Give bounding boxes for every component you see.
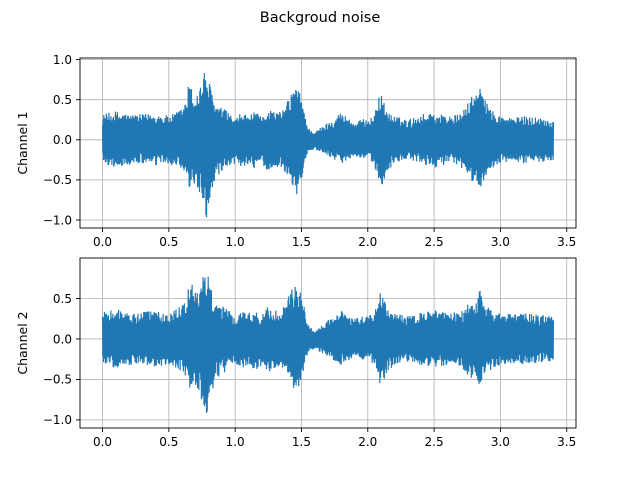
channel-2-waveform [101,276,555,413]
channel-2-xtick-label: 0.0 [93,435,112,449]
channel-1-ytick-label: 0.5 [53,93,72,107]
channel-2-axes-frame [79,257,577,429]
channel-1-xtick-label: 2.5 [425,235,444,249]
channel-2-xtick-label: 3.0 [491,435,510,449]
channel-2-ytick-label: −0.5 [43,373,72,387]
channel-1-xtick-label: 0.0 [93,235,112,249]
channel-2-ytick-label: 0.5 [53,292,72,306]
channel-2-ytick-label: −1.0 [43,413,72,427]
channel-1-xtick-label: 3.0 [491,235,510,249]
channel-1-ytick-label: −1.0 [43,213,72,227]
channel-2-xtick-label: 3.5 [557,435,576,449]
channel-2-ylabel: Channel 2 [15,311,30,374]
channel-1-axes: Channel 1 0.0 0.5 1.0 1.5 2.0 2.5 3.0 3.5 −1.0 −0… [15,53,577,249]
channel-1-xtick-label: 1.5 [292,235,311,249]
channel-1-waveform [101,73,555,218]
channel-2-xtick-label: 0.5 [159,435,178,449]
channel-2-xtick-label: 1.0 [226,435,245,449]
figure-title: Backgroud noise [260,10,381,26]
channel-1-ylabel: Channel 1 [15,111,30,174]
channel-1-xtick-label: 0.5 [159,235,178,249]
channel-1-ytick-label: 0.0 [53,133,72,147]
channel-2-xtick-label: 1.5 [292,435,311,449]
channel-1-ytick-label: −0.5 [43,173,72,187]
channel-1-ytick-label: 1.0 [53,53,72,67]
channel-2-xtick-label: 2.5 [425,435,444,449]
channel-1-xtick-label: 2.0 [358,235,377,249]
channel-2-xtick-label: 2.0 [358,435,377,449]
channel-1-xtick-label: 3.5 [557,235,576,249]
channel-1-axes-frame [79,57,577,229]
channel-2-ytick-label: 0.0 [53,332,72,346]
channel-1-xtick-label: 1.0 [226,235,245,249]
channel-2-axes: Channel 2 0.0 0.5 1.0 1.5 2.0 2.5 3.0 3.5 −1.0 −0… [15,257,577,449]
